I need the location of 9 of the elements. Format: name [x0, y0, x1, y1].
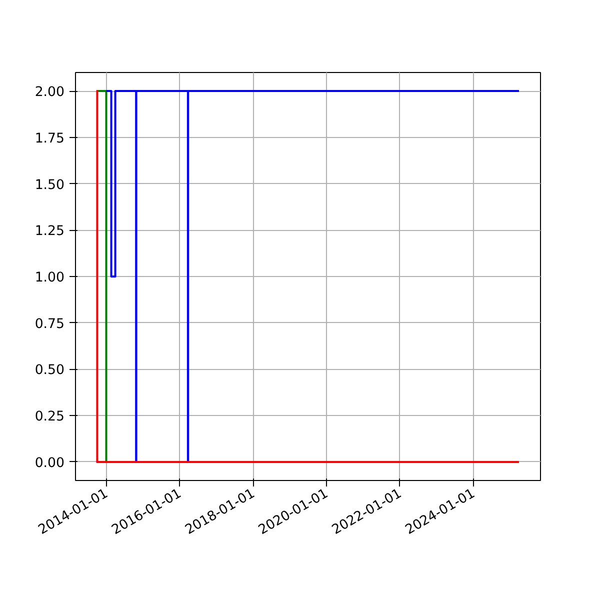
y-tick-label: 0.50	[34, 363, 65, 378]
y-tick-label: 1.75	[34, 131, 65, 146]
y-tick-label: 1.25	[34, 224, 65, 240]
y-tick-label: 0.25	[34, 410, 65, 425]
y-tick-label: 1.50	[34, 178, 65, 193]
y-tick-label: 2.00	[34, 85, 65, 100]
y-tick-label: 0.00	[34, 456, 65, 471]
y-tick-label: 1.00	[34, 270, 65, 286]
y-tick-label: 0.75	[34, 316, 65, 332]
